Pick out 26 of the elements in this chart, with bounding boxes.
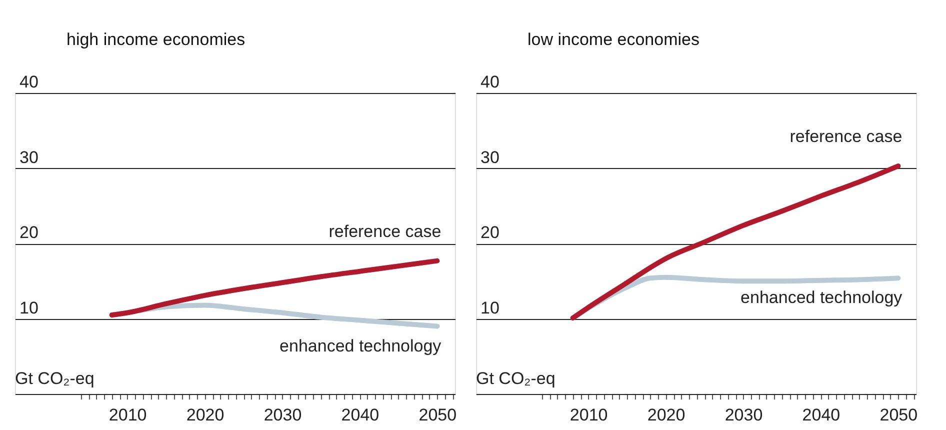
series-label: reference case [328, 222, 442, 241]
x-tick-label: 2020 [647, 406, 686, 424]
x-tick-label: 2030 [264, 406, 302, 424]
x-tick-label: 2030 [724, 406, 763, 424]
y-tick-label: 30 [480, 148, 500, 167]
series-label: reference case [790, 126, 902, 146]
y-tick-label: 40 [480, 72, 500, 92]
x-tick-label: 2050 [880, 406, 918, 424]
series-label: enhanced technology [280, 336, 442, 356]
series-label: enhanced technology [740, 288, 903, 308]
y-tick-label: 10 [480, 298, 500, 318]
y-tick-label: 30 [20, 148, 38, 167]
x-tick-label: 2020 [186, 406, 224, 424]
x-tick-label: 2040 [802, 406, 840, 424]
x-tick-label: 2010 [570, 406, 608, 424]
chart-title: high income economies [66, 30, 246, 49]
x-tick-label: 2040 [341, 406, 380, 424]
y-tick-label: 10 [20, 298, 38, 318]
chart-title: low income economies [528, 30, 700, 49]
y-tick-label: 20 [480, 223, 500, 242]
y-tick-label: 20 [20, 223, 38, 242]
y-tick-label: 40 [20, 72, 38, 92]
y-axis-title: Gt CO₂-eq [476, 369, 556, 388]
x-tick-label: 2010 [108, 406, 147, 424]
y-axis-title: Gt CO₂-eq [15, 369, 94, 388]
x-tick-label: 2050 [418, 406, 457, 424]
